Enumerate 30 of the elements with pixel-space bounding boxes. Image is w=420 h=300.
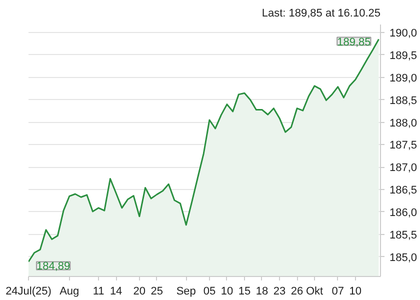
- x-tick-label: 07: [332, 286, 344, 298]
- x-tick-label: 18: [256, 286, 268, 298]
- y-tick-label: 187,0: [390, 162, 418, 174]
- x-tick-label: 10: [220, 286, 234, 298]
- annotation: 189,85: [337, 36, 371, 48]
- y-tick-label: 189,0: [390, 72, 418, 84]
- x-tick-label: 24Jul(25): [6, 286, 52, 298]
- x-tick-label: 05: [203, 286, 216, 298]
- y-tick-label: 188,0: [390, 117, 418, 130]
- x-tick-label: 25: [150, 286, 164, 298]
- x-tick-label: 26: [290, 286, 304, 298]
- y-tick-label: 186,5: [390, 184, 418, 197]
- y-tick-label: 189,5: [390, 50, 418, 62]
- text: Last: 189,85 at 16.10.25: [262, 8, 381, 20]
- x-tick-label: 11: [92, 286, 104, 298]
- y-tick-label: 190,0: [390, 28, 418, 40]
- y-tick-label: 185,0: [390, 252, 418, 264]
- x-tick-label: Aug: [60, 286, 80, 298]
- x-tick-label: 23: [273, 286, 286, 298]
- x-tick-label: 10: [349, 286, 362, 298]
- annotation: 184,89: [36, 260, 70, 273]
- x-tick-label: 15: [238, 286, 251, 298]
- x-tick-label: 20: [133, 286, 146, 298]
- x-tick-label: Okt: [306, 286, 324, 298]
- y-tick-label: 188,5: [390, 94, 418, 107]
- y-tick-label: 186,0: [390, 206, 418, 219]
- y-tick-label: 185,5: [390, 229, 418, 242]
- x-tick-label: Sep: [176, 286, 196, 298]
- x-tick-label: 14: [110, 286, 122, 298]
- y-tick-label: 187,5: [390, 140, 418, 152]
